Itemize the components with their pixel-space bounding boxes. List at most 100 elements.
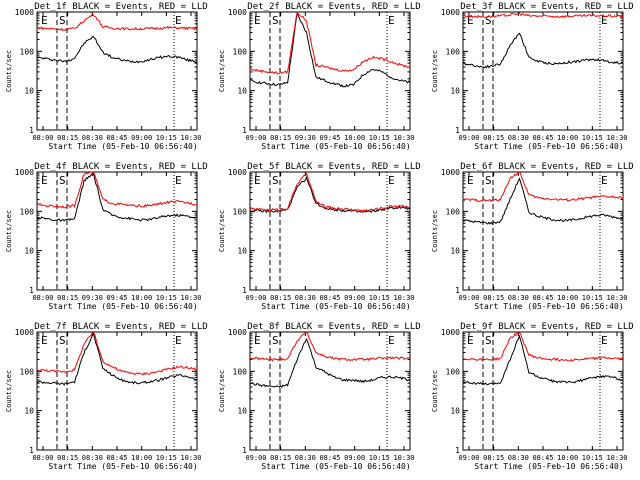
x-tick-label: 09:00: [245, 294, 266, 302]
series-events-line: [249, 175, 411, 214]
y-tick-label: 10: [24, 247, 34, 256]
series-events-line: [36, 36, 198, 64]
y-tick-label: 1000: [441, 8, 460, 17]
x-tick-label: 08:30: [508, 134, 529, 142]
x-tick-label: 10:30: [180, 454, 201, 462]
x-axis-label: Start Time (05-Feb-10 06:56:40): [261, 142, 410, 151]
marker-label-mid: S: [485, 174, 492, 187]
marker-label-mid: S: [59, 14, 66, 27]
x-tick-label: 10:15: [156, 134, 177, 142]
marker-label-start: E: [41, 334, 48, 347]
x-tick-label: 09:30: [82, 294, 103, 302]
y-tick-label: 10: [450, 87, 460, 96]
series-events-line: [249, 11, 411, 88]
marker-label-mid: S: [485, 334, 492, 347]
panel-title: Det_9f BLACK = Events, RED = LLD: [460, 322, 633, 332]
y-tick-label: 10: [237, 407, 247, 416]
y-tick-label: 100: [446, 367, 461, 376]
x-tick-label: 10:15: [369, 454, 390, 462]
x-tick-label: 10:15: [582, 294, 603, 302]
series-events-line: [36, 332, 198, 386]
y-tick-label: 100: [20, 47, 35, 56]
x-tick-label: 08:15: [483, 134, 504, 142]
x-tick-label: 08:15: [57, 294, 78, 302]
x-tick-label: 09:00: [458, 454, 479, 462]
panel-title: Det_2f BLACK = Events, RED = LLD: [247, 2, 420, 12]
y-tick-label: 1: [29, 126, 34, 135]
marker-label-start: E: [41, 14, 48, 27]
y-tick-label: 1000: [228, 328, 247, 337]
series-events-line: [36, 173, 198, 223]
y-tick-label: 100: [20, 207, 35, 216]
marker-label-mid: S: [59, 334, 66, 347]
x-tick-label: 08:45: [532, 454, 553, 462]
x-axis-label: Start Time (05-Feb-10 06:56:40): [261, 462, 410, 471]
y-axis-label: Counts/sec: [431, 50, 439, 92]
plot-frame: [36, 171, 198, 291]
y-tick-label: 1: [455, 446, 460, 455]
y-tick-label: 1: [242, 126, 247, 135]
marker-label-mid: S: [485, 14, 492, 27]
y-tick-label: 1000: [228, 168, 247, 177]
x-tick-label: 08:30: [295, 294, 316, 302]
y-tick-label: 1000: [15, 168, 34, 177]
x-tick-label: 09:00: [458, 294, 479, 302]
x-axis-label: Start Time (05-Feb-10 06:56:40): [48, 142, 197, 151]
marker-label-end: E: [601, 334, 608, 347]
panel-6: Det_6f BLACK = Events, RED = LLD 1 10 100 10…: [431, 162, 634, 311]
x-tick-label: 08:15: [270, 454, 291, 462]
series-events-line: [462, 32, 624, 69]
y-tick-label: 100: [20, 367, 35, 376]
y-tick-label: 1: [242, 286, 247, 295]
x-tick-label: 10:15: [369, 134, 390, 142]
panel-title: Det_5f BLACK = Events, RED = LLD: [247, 162, 420, 172]
y-tick-label: 1000: [15, 8, 34, 17]
panel-title: Det_4f BLACK = Events, RED = LLD: [34, 162, 207, 172]
x-tick-label: 08:15: [57, 134, 78, 142]
y-tick-label: 10: [24, 407, 34, 416]
y-axis-label: Counts/sec: [5, 50, 13, 92]
y-tick-label: 10: [237, 247, 247, 256]
y-axis-label: Counts/sec: [218, 210, 226, 252]
marker-label-end: E: [175, 334, 182, 347]
x-tick-label: 09:45: [319, 134, 340, 142]
x-tick-label: 10:30: [606, 134, 627, 142]
x-tick-label: 08:45: [532, 294, 553, 302]
y-axis-label: Counts/sec: [431, 370, 439, 412]
y-tick-label: 1: [455, 286, 460, 295]
x-tick-label: 10:15: [582, 454, 603, 462]
series-lld-line: [462, 171, 624, 202]
x-tick-label: 08:30: [82, 454, 103, 462]
x-tick-label: 10:00: [131, 454, 152, 462]
series-lld-line: [36, 171, 198, 209]
marker-label-end: E: [601, 14, 608, 27]
plot-frame: [249, 11, 411, 131]
x-tick-label: 08:45: [319, 294, 340, 302]
y-tick-label: 1000: [15, 328, 34, 337]
x-tick-label: 10:30: [606, 454, 627, 462]
x-tick-label: 09:00: [245, 134, 266, 142]
y-tick-label: 1000: [228, 8, 247, 17]
x-tick-label: 10:15: [156, 294, 177, 302]
panel-1: Det_1f BLACK = Events, RED = LLD 1 10 100 10…: [5, 2, 208, 151]
x-tick-label: 08:45: [106, 134, 127, 142]
y-tick-label: 10: [450, 247, 460, 256]
marker-label-end: E: [388, 334, 395, 347]
marker-label-start: E: [467, 14, 474, 27]
x-tick-label: 08:15: [483, 454, 504, 462]
x-tick-label: 10:15: [369, 294, 390, 302]
x-tick-label: 08:30: [295, 454, 316, 462]
series-lld-line: [462, 12, 624, 19]
plot-frame: [462, 11, 624, 131]
plot-frame: [462, 331, 624, 451]
y-tick-label: 100: [233, 47, 248, 56]
x-tick-label: 09:30: [295, 134, 316, 142]
x-tick-label: 10:30: [393, 134, 414, 142]
marker-label-end: E: [175, 174, 182, 187]
x-tick-label: 10:30: [606, 294, 627, 302]
panel-title: Det_3f BLACK = Events, RED = LLD: [460, 2, 633, 12]
x-tick-label: 10:00: [557, 454, 578, 462]
marker-label-end: E: [388, 174, 395, 187]
marker-label-mid: S: [272, 174, 279, 187]
